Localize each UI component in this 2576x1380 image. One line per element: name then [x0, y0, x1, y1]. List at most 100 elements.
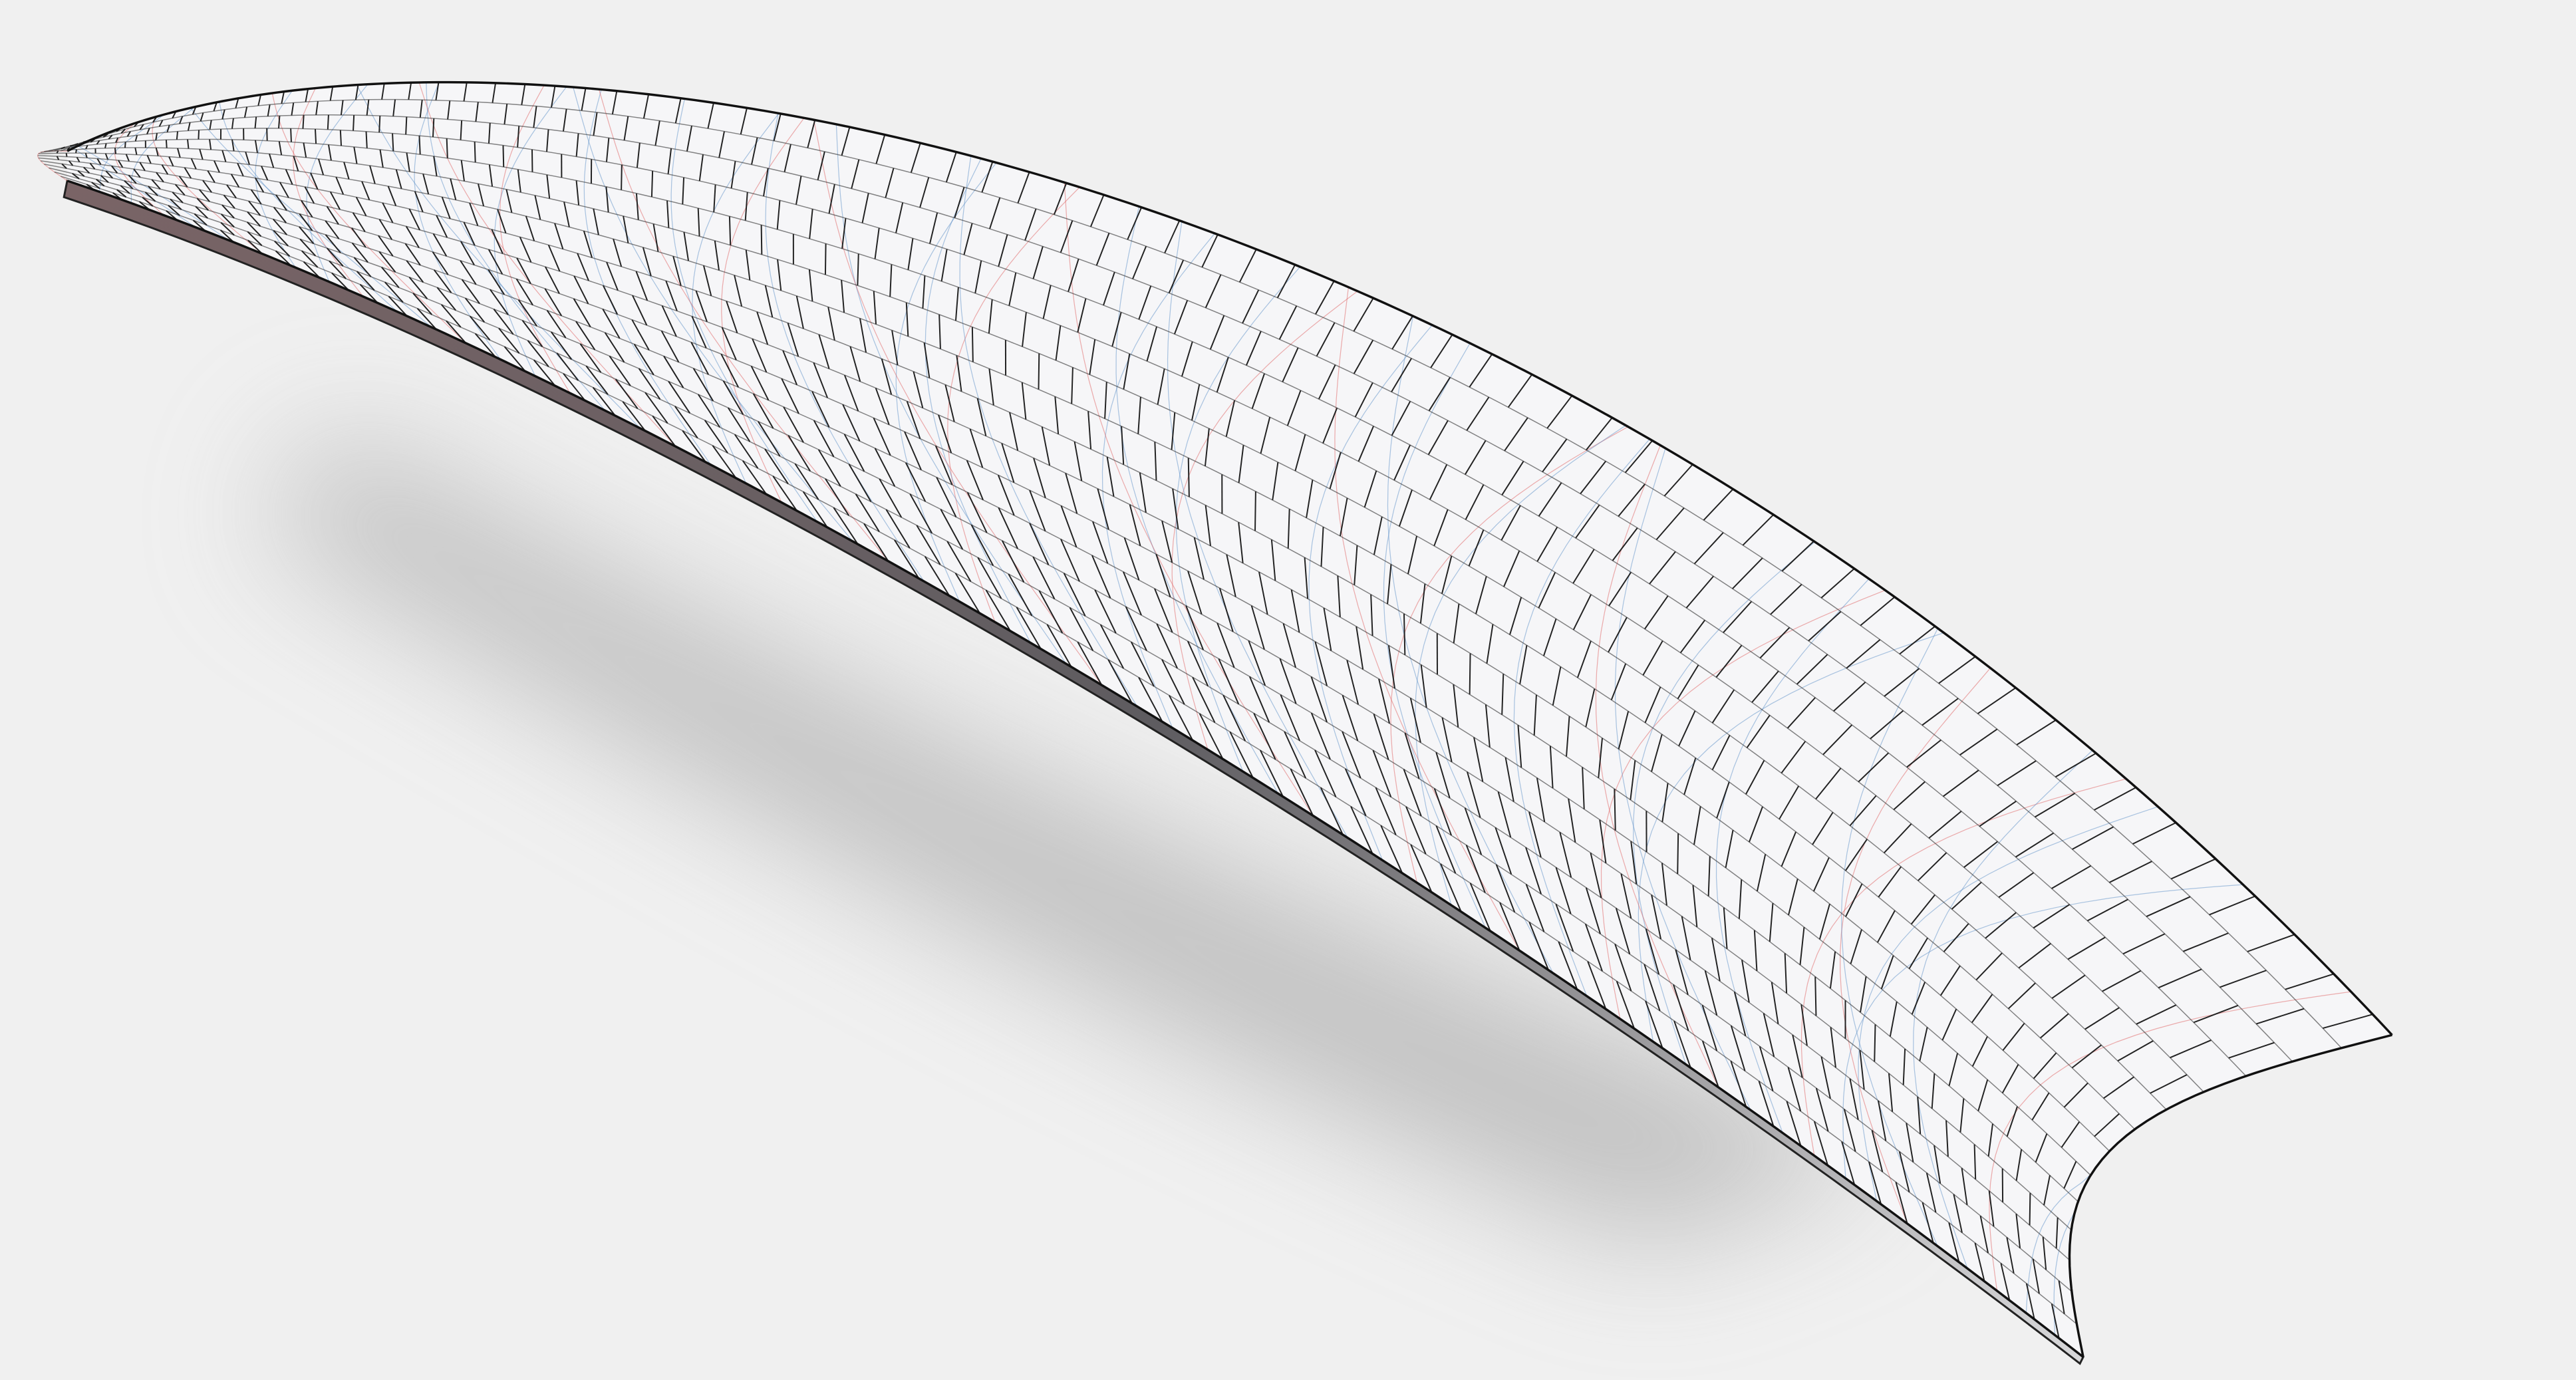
grid-joint	[285, 169, 293, 185]
grid-joint	[1087, 411, 1092, 450]
grid-joint	[1342, 694, 1359, 742]
grid-joint	[1229, 731, 1254, 778]
grid-joint	[976, 398, 987, 436]
grid-joint	[2025, 1283, 2035, 1319]
grid-joint	[161, 164, 169, 175]
grid-joint	[142, 197, 154, 207]
grid-joint	[1871, 1130, 1884, 1173]
grid-joint	[1316, 322, 1336, 357]
grid-joint	[144, 192, 156, 202]
grid-joint	[209, 139, 212, 150]
grid-joint	[1054, 396, 1060, 434]
grid-joint	[168, 205, 180, 216]
grid-joint	[384, 281, 404, 303]
grid-joint	[1248, 640, 1266, 686]
grid-joint	[1910, 894, 1935, 925]
grid-joint	[1868, 1161, 1882, 1205]
grid-joint	[1538, 482, 1562, 517]
grid-joint	[734, 275, 743, 307]
grid-joint	[2247, 934, 2295, 952]
grid-joint	[534, 195, 541, 220]
grid-joint	[745, 249, 751, 281]
grid-joint	[102, 133, 108, 138]
grid-joint	[1393, 444, 1411, 481]
grid-joint	[1403, 613, 1406, 655]
grid-joint	[2228, 1041, 2275, 1059]
grid-joint	[1618, 711, 1630, 750]
grid-joint	[1204, 428, 1210, 466]
grid-joint	[353, 146, 358, 164]
grid-joint	[611, 90, 618, 115]
grid-joint	[503, 346, 526, 372]
grid-joint	[408, 82, 412, 100]
grid-joint	[2170, 1039, 2212, 1059]
grid-joint	[750, 366, 770, 401]
grid-joint	[116, 189, 127, 198]
grid-joint	[1977, 1079, 1989, 1111]
grid-joint	[1131, 641, 1155, 687]
grid-joint	[408, 277, 428, 299]
grid-joint	[432, 251, 449, 275]
grid-joint	[985, 589, 1011, 632]
grid-joint	[714, 240, 720, 271]
grid-joint	[1053, 182, 1068, 215]
grid-joint	[1898, 1151, 1910, 1192]
grid-joint	[1441, 555, 1453, 594]
grid-joint	[1814, 976, 1817, 1016]
grid-joint	[1464, 807, 1483, 855]
grid-joint	[1407, 535, 1418, 575]
grid-joint	[460, 160, 465, 182]
grid-joint	[2051, 974, 2086, 999]
grid-joint	[1171, 412, 1176, 450]
grid-joint	[250, 189, 262, 205]
grid-joint	[275, 250, 291, 267]
grid-joint	[1370, 594, 1373, 636]
grid-joint	[488, 269, 505, 295]
grid-joint	[1701, 1004, 1718, 1051]
grid-joint	[544, 288, 563, 317]
grid-joint	[1353, 339, 1374, 374]
grid-joint	[1820, 568, 1855, 599]
grid-joint	[275, 194, 287, 211]
grid-joint	[1997, 760, 2037, 787]
grid-joint	[515, 278, 533, 306]
grid-joint	[187, 122, 191, 131]
grid-joint	[817, 151, 825, 180]
grid-joint	[1218, 658, 1240, 705]
grid-joint	[155, 147, 159, 156]
grid-joint	[450, 178, 457, 200]
grid-joint	[464, 297, 486, 323]
grid-joint	[69, 160, 74, 166]
grid-joint	[165, 140, 168, 148]
grid-joint	[418, 136, 421, 155]
grid-joint	[1504, 417, 1528, 452]
grid-joint	[1677, 833, 1679, 875]
grid-joint	[261, 166, 269, 181]
grid-joint	[1745, 759, 1765, 795]
grid-joint	[416, 308, 437, 331]
grid-joint	[329, 260, 347, 279]
grid-joint	[1770, 583, 1802, 615]
grid-joint	[325, 220, 340, 239]
grid-joint	[633, 344, 654, 376]
grid-joint	[527, 340, 549, 368]
grid-joint	[1732, 557, 1763, 589]
grid-joint	[516, 257, 531, 285]
grid-joint	[905, 302, 909, 337]
grid-joint	[61, 163, 67, 169]
grid-joint	[172, 192, 184, 204]
grid-joint	[1427, 420, 1449, 456]
grid-joint	[585, 365, 609, 395]
grid-joint	[254, 116, 257, 129]
grid-joint	[382, 202, 394, 223]
grid-joint	[1703, 488, 1734, 521]
grid-joint	[726, 301, 738, 334]
grid-joint	[966, 491, 988, 533]
grid-joint	[519, 236, 532, 263]
grid-joint	[1787, 697, 1816, 729]
grid-joint	[1193, 537, 1205, 580]
grid-joint	[592, 386, 616, 416]
grid-joint	[1375, 787, 1397, 835]
grid-joint	[751, 137, 758, 165]
grid-joint	[922, 275, 926, 309]
